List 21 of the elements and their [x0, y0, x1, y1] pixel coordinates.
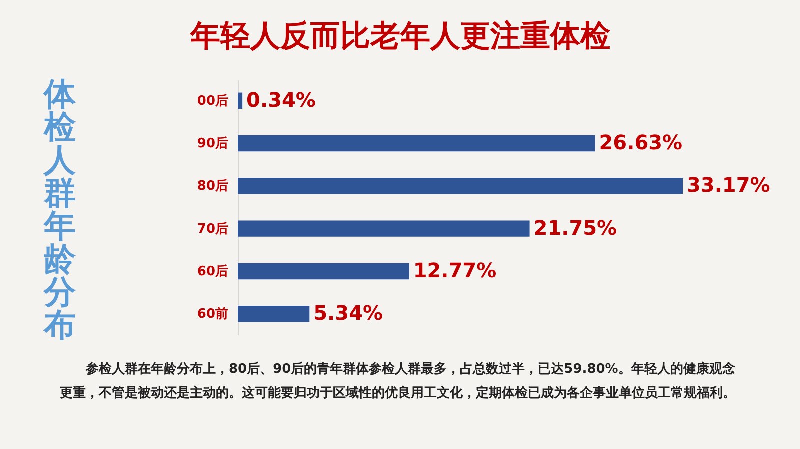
y-tick-label: 80后 — [197, 178, 228, 194]
y-axis-title: 体检人群年龄分布 — [44, 75, 77, 344]
data-label: 0.34% — [246, 88, 316, 112]
bar — [238, 263, 410, 280]
chart-title: 年轻人反而比老年人更注重体检 — [190, 19, 612, 54]
bar — [238, 220, 530, 237]
y-tick-label: 70后 — [197, 220, 228, 237]
y-tick-label: 60前 — [197, 307, 228, 322]
data-label: 21.75% — [534, 216, 618, 240]
text: 参检人群在年龄分布上，80后、90后的青年群体参检人群最多，占总数过半，已达59.80%。年轻人的健康观念更重，不管是被动还是主动的。这可能要归功于区域性的优良用工文化，定期体检已成为各企事业单位员工常规福利。 — [60, 360, 737, 403]
y-tick-label: 90后 — [197, 136, 228, 152]
data-label: 26.63% — [599, 130, 683, 155]
bar — [238, 135, 596, 152]
data-label: 33.17% — [687, 173, 770, 198]
y-tick-label: 00后 — [197, 92, 228, 109]
bar — [238, 306, 310, 322]
y-tick-label: 60后 — [197, 263, 228, 280]
data-label: 5.34% — [314, 301, 384, 326]
data-label: 12.77% — [413, 258, 497, 282]
bar — [238, 92, 243, 109]
bar — [238, 178, 683, 194]
